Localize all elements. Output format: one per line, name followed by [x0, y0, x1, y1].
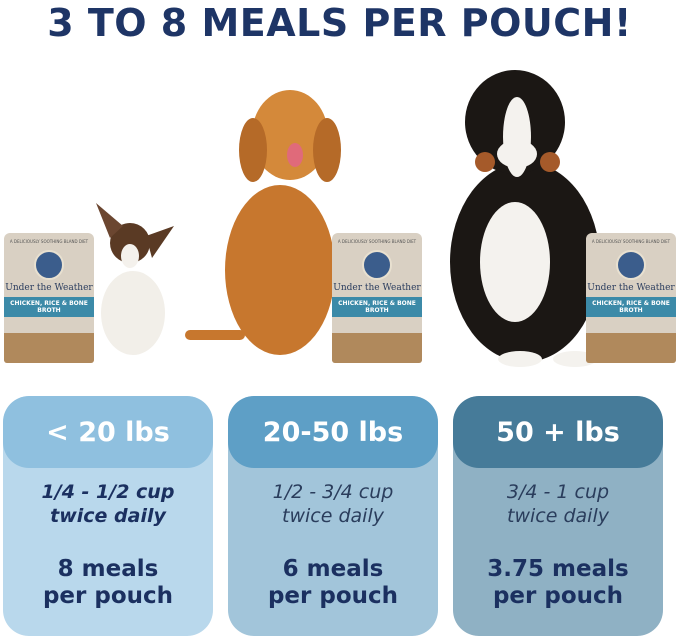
page-title: 3 TO 8 MEALS PER POUCH!	[47, 1, 632, 45]
meals-unit: per pouch	[267, 583, 399, 609]
pouch-brand: Under the Weather	[5, 283, 93, 293]
product-pouch: A DELICIOUSLY SOOTHING BLAND DIET Under …	[586, 233, 676, 363]
pouch-tagline: A DELICIOUSLY SOOTHING BLAND DIET	[337, 239, 417, 244]
feeding-card-medium: 20-50 lbs 1/2 - 3/4 cup twice daily 6 mea…	[228, 396, 438, 636]
serving-amount: 1/4 - 1/2 cup	[41, 481, 175, 503]
meals-count: 8 meals	[57, 556, 159, 582]
meals-count: 6 meals	[282, 556, 384, 582]
pouch-brand: Under the Weather	[333, 283, 421, 293]
weight-label: 50 + lbs	[453, 396, 663, 468]
weight-label: 20-50 lbs	[228, 396, 438, 468]
serving-amount: 3/4 - 1 cup	[506, 481, 610, 503]
papillon-dog-image	[96, 203, 174, 355]
meals-unit: per pouch	[42, 583, 174, 609]
feeding-card-large: 50 + lbs 3/4 - 1 cup twice daily 3.75 mea…	[453, 396, 663, 636]
pouch-flavor: CHICKEN, RICE & BONE BROTH	[592, 300, 670, 314]
serving-amount: 1/2 - 3/4 cup	[272, 481, 394, 503]
pouch-tagline: A DELICIOUSLY SOOTHING BLAND DIET	[9, 239, 89, 244]
meals-unit: per pouch	[492, 583, 624, 609]
golden-retriever-image	[185, 90, 341, 355]
serving-frequency: twice daily	[50, 505, 166, 527]
bernese-mountain-dog-image	[450, 70, 600, 367]
dog-logo-icon	[616, 250, 646, 280]
pouch-brand: Under the Weather	[587, 283, 675, 293]
serving-frequency: twice daily	[282, 505, 384, 527]
pouch-tagline: A DELICIOUSLY SOOTHING BLAND DIET	[591, 239, 671, 244]
feeding-card-small: < 20 lbs 1/4 - 1/2 cup twice daily 8 meal…	[3, 396, 213, 636]
pouch-flavor: CHICKEN, RICE & BONE BROTH	[10, 300, 88, 314]
product-pouch: A DELICIOUSLY SOOTHING BLAND DIET Under …	[332, 233, 422, 363]
serving-frequency: twice daily	[507, 505, 609, 527]
weight-label: < 20 lbs	[3, 396, 213, 468]
meals-count: 3.75 meals	[487, 556, 629, 582]
dog-logo-icon	[34, 250, 64, 280]
dog-logo-icon	[362, 250, 392, 280]
pouch-flavor: CHICKEN, RICE & BONE BROTH	[338, 300, 416, 314]
product-pouch: A DELICIOUSLY SOOTHING BLAND DIET Under …	[4, 233, 94, 363]
